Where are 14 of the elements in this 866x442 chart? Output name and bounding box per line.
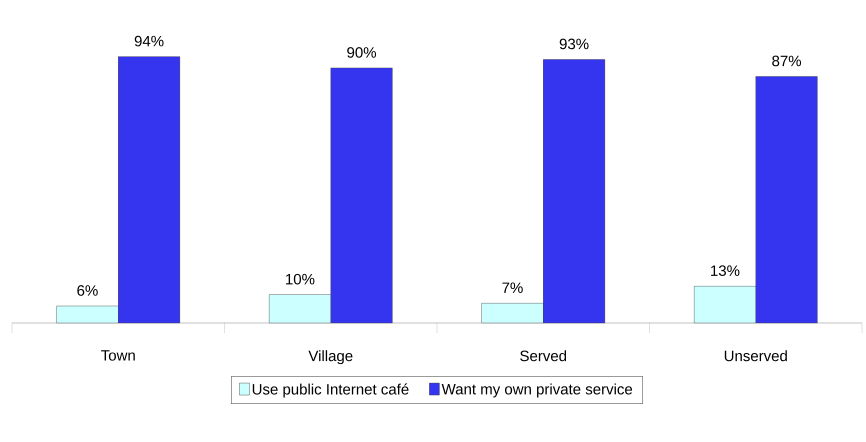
x-tick-label: Served — [520, 350, 566, 362]
x-tick-label: Town — [101, 350, 135, 361]
data-label: 90% — [347, 47, 376, 58]
data-label: 93% — [560, 38, 589, 50]
data-label: 10% — [286, 274, 314, 284]
data-label: 87% — [772, 56, 802, 66]
data-label: 94% — [134, 36, 164, 46]
legend-label: Want my own private service — [442, 383, 632, 398]
data-label: 13% — [711, 265, 740, 276]
x-tick-label: Unserved — [724, 350, 787, 362]
x-tick-label: Village — [308, 350, 352, 364]
legend-label: Use public Internet café — [252, 383, 409, 398]
data-label: 7% — [502, 282, 523, 293]
data-label: 6% — [77, 285, 98, 296]
